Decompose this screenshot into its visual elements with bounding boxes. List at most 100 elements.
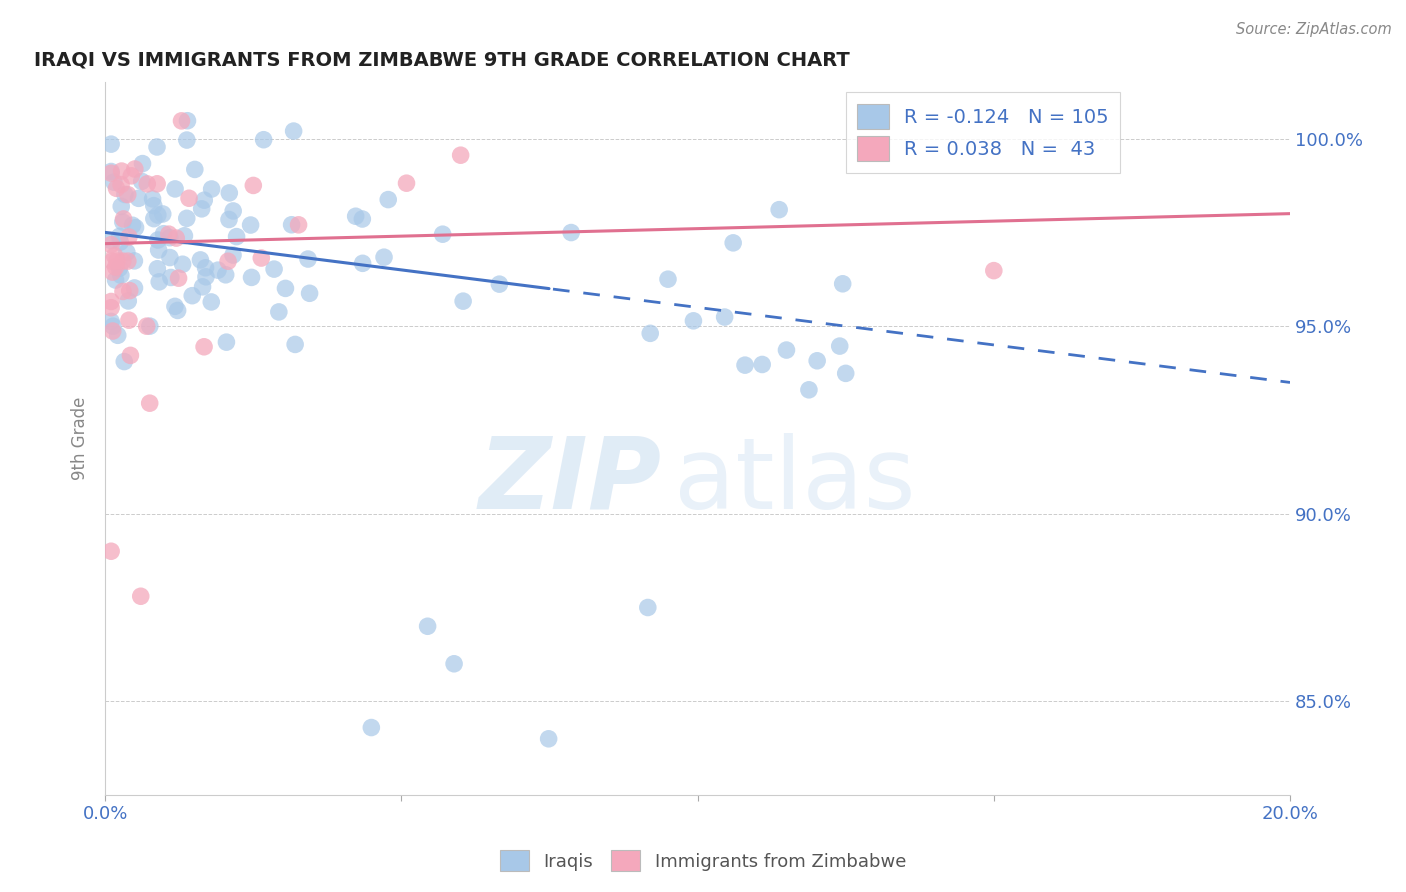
- Point: [103, 175, 125, 189]
- Point: [560, 226, 582, 240]
- Point: [638, 326, 661, 341]
- Point: [166, 303, 188, 318]
- Point: [107, 328, 129, 343]
- Point: [253, 133, 276, 147]
- Point: [101, 319, 124, 334]
- Point: [181, 288, 204, 302]
- Point: [105, 181, 128, 195]
- Text: Source: ZipAtlas.com: Source: ZipAtlas.com: [1236, 22, 1392, 37]
- Point: [100, 237, 122, 252]
- Point: [124, 253, 146, 268]
- Point: [242, 178, 264, 193]
- Point: [797, 383, 820, 397]
- Y-axis label: 9th Grade: 9th Grade: [72, 397, 89, 481]
- Point: [118, 313, 141, 327]
- Point: [157, 227, 180, 241]
- Point: [159, 230, 181, 244]
- Point: [240, 270, 263, 285]
- Point: [131, 156, 153, 170]
- Point: [218, 186, 240, 200]
- Point: [142, 211, 165, 226]
- Point: [274, 281, 297, 295]
- Point: [124, 161, 146, 176]
- Point: [768, 202, 790, 217]
- Point: [163, 299, 186, 313]
- Point: [117, 293, 139, 308]
- Point: [267, 305, 290, 319]
- Point: [100, 166, 122, 180]
- Point: [108, 229, 131, 244]
- Point: [283, 124, 305, 138]
- Point: [373, 250, 395, 264]
- Point: [100, 137, 122, 152]
- Point: [114, 187, 136, 202]
- Point: [172, 257, 194, 271]
- Point: [682, 314, 704, 328]
- Point: [142, 199, 165, 213]
- Point: [218, 212, 240, 227]
- Point: [105, 254, 128, 268]
- Point: [263, 262, 285, 277]
- Point: [537, 731, 560, 746]
- Point: [146, 261, 169, 276]
- Point: [215, 335, 238, 350]
- Point: [111, 285, 134, 299]
- Point: [297, 252, 319, 266]
- Point: [416, 619, 439, 633]
- Point: [118, 284, 141, 298]
- Point: [159, 251, 181, 265]
- Point: [194, 269, 217, 284]
- Point: [146, 208, 169, 222]
- Point: [201, 182, 224, 196]
- Point: [142, 192, 165, 206]
- Point: [721, 235, 744, 250]
- Point: [450, 148, 472, 162]
- Point: [751, 358, 773, 372]
- Point: [121, 219, 143, 233]
- Point: [110, 268, 132, 283]
- Point: [111, 254, 134, 268]
- Point: [287, 218, 309, 232]
- Point: [190, 202, 212, 216]
- Point: [103, 249, 125, 263]
- Point: [637, 600, 659, 615]
- Point: [112, 211, 135, 226]
- Point: [215, 268, 238, 282]
- Point: [217, 254, 239, 268]
- Point: [344, 209, 367, 223]
- Point: [352, 256, 374, 270]
- Point: [360, 721, 382, 735]
- Point: [222, 203, 245, 218]
- Point: [177, 191, 200, 205]
- Point: [139, 319, 162, 334]
- Point: [117, 187, 139, 202]
- Point: [831, 277, 853, 291]
- Point: [222, 248, 245, 262]
- Point: [298, 286, 321, 301]
- Point: [280, 218, 302, 232]
- Point: [131, 174, 153, 188]
- Point: [146, 177, 169, 191]
- Text: atlas: atlas: [673, 433, 915, 530]
- Point: [451, 294, 474, 309]
- Text: ZIP: ZIP: [479, 433, 662, 530]
- Point: [101, 254, 124, 268]
- Point: [734, 358, 756, 372]
- Point: [250, 251, 273, 265]
- Point: [152, 227, 174, 241]
- Point: [111, 215, 134, 229]
- Point: [146, 233, 169, 247]
- Point: [225, 229, 247, 244]
- Point: [657, 272, 679, 286]
- Point: [100, 301, 122, 315]
- Point: [713, 310, 735, 324]
- Point: [176, 113, 198, 128]
- Point: [983, 263, 1005, 277]
- Point: [173, 228, 195, 243]
- Point: [115, 245, 138, 260]
- Point: [101, 324, 124, 338]
- Point: [100, 544, 122, 558]
- Point: [239, 218, 262, 232]
- Point: [128, 191, 150, 205]
- Point: [190, 252, 212, 267]
